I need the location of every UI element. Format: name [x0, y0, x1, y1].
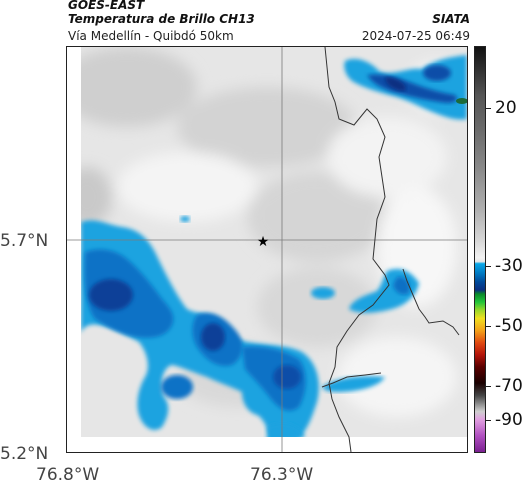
lat-tick-label: 5.7°N	[0, 231, 49, 251]
lat-tick-label: 5.2°N	[0, 444, 49, 464]
cold-cloud-northeast	[344, 55, 467, 120]
colorbar-tick	[486, 326, 491, 327]
timestamp-label: 2024-07-25 06:49	[361, 29, 470, 43]
west-edge-strip	[67, 47, 81, 437]
colorbar-label: -90	[495, 410, 523, 430]
colorbar-label: -70	[495, 376, 523, 396]
organization-label: SIATA	[432, 12, 470, 26]
colorbar-label: 20	[495, 98, 517, 118]
map-canvas: ★	[67, 47, 467, 452]
colorbar-tick	[486, 386, 491, 387]
satellite-map: ★	[66, 46, 468, 453]
colorbar-tick	[486, 420, 491, 421]
colorbar-tick	[486, 266, 491, 267]
star-icon: ★	[257, 234, 270, 250]
colorbar-label: -30	[495, 256, 523, 276]
south-edge-strip	[67, 437, 467, 452]
lon-tick-label: 76.3°W	[250, 465, 314, 485]
colorbar-label: -50	[495, 316, 523, 336]
satellite-name: GOES-EAST	[68, 0, 145, 12]
lon-tick-label: 76.8°W	[36, 465, 100, 485]
municipal-boundary	[402, 268, 460, 336]
river-boundary	[321, 372, 382, 388]
department-boundary	[324, 47, 390, 452]
location-subtitle: Vía Medellín - Quibdó 50km	[68, 29, 234, 43]
colorbar-tick	[486, 108, 491, 109]
colorbar	[474, 46, 486, 453]
very-cold-spot	[456, 98, 467, 104]
product-title: Temperatura de Brillo CH13	[68, 12, 255, 26]
cold-cloud-southwest	[81, 220, 319, 442]
